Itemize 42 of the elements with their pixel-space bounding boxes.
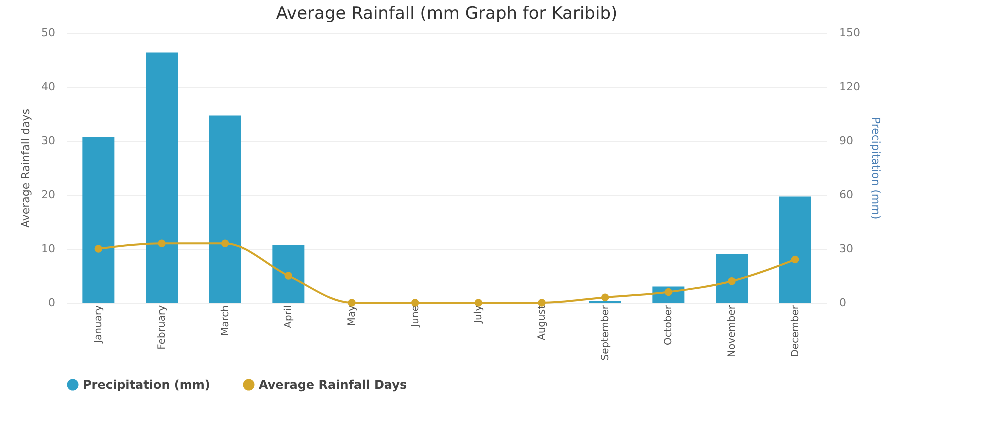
y-axis-title: Average Rainfall days bbox=[20, 108, 33, 228]
y2-tick-label: 0 bbox=[840, 296, 846, 310]
y2-tick-label: 150 bbox=[840, 26, 860, 40]
y-tick-label: 30 bbox=[42, 134, 56, 148]
x-tick-label: May bbox=[347, 305, 358, 326]
y2-tick-label: 120 bbox=[840, 80, 860, 94]
y2-tick-label: 60 bbox=[840, 188, 854, 202]
y2-tick-label: 90 bbox=[840, 134, 854, 148]
bar bbox=[272, 245, 305, 303]
x-tick-label: November bbox=[727, 304, 738, 358]
chart-title: Average Rainfall (mm Graph for Karibib) bbox=[276, 4, 618, 24]
point bbox=[791, 256, 800, 264]
y-tick-label: 40 bbox=[42, 80, 56, 94]
bar bbox=[146, 52, 178, 303]
bar bbox=[82, 137, 115, 303]
x-tick-label: July bbox=[474, 305, 485, 324]
point bbox=[221, 240, 230, 248]
x-tick-label: September bbox=[600, 304, 612, 361]
bar bbox=[716, 254, 748, 303]
x-tick-label: December bbox=[790, 304, 802, 358]
x-tick-label: October bbox=[664, 304, 675, 346]
x-tick-label: April bbox=[284, 306, 295, 328]
x-tick-label: June bbox=[410, 306, 422, 328]
y-tick-label: 20 bbox=[42, 188, 56, 202]
y-tick-label: 50 bbox=[42, 26, 56, 40]
y-tick-label: 0 bbox=[48, 296, 56, 310]
point bbox=[158, 240, 166, 248]
bar bbox=[779, 196, 812, 303]
bar bbox=[209, 116, 242, 303]
x-tick-label: January bbox=[94, 305, 105, 344]
x-tick-label: August bbox=[537, 305, 548, 340]
x-tick-label: February bbox=[157, 305, 168, 350]
point bbox=[601, 294, 610, 302]
point bbox=[728, 278, 736, 286]
legend-label: Average Rainfall Days bbox=[259, 378, 408, 392]
point bbox=[94, 245, 103, 253]
y2-axis-title: Precipitation (mm) bbox=[869, 117, 882, 220]
y2-tick-label: 30 bbox=[840, 242, 854, 256]
point bbox=[284, 272, 293, 280]
legend-label: Precipitation (mm) bbox=[83, 378, 210, 392]
y-tick-label: 10 bbox=[42, 242, 56, 256]
x-tick-label: March bbox=[220, 306, 232, 336]
